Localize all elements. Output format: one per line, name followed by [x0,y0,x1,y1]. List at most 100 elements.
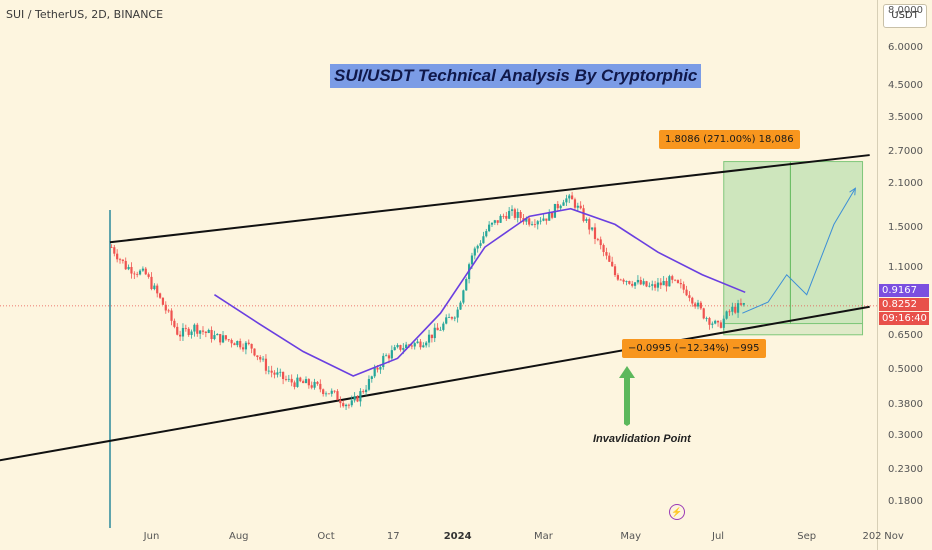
candle-body [585,219,588,221]
candle-body [516,211,519,218]
candle-body [714,320,717,324]
candle-body [588,219,591,230]
candle-body [734,306,737,313]
candle-body [290,378,293,383]
candle-body [147,274,150,277]
candle-body [616,275,619,280]
candle-body [327,393,330,395]
price-tick: 0.3000 [888,429,923,441]
price-tick: 8.0000 [888,5,923,17]
candle-body [196,324,199,334]
candle-body [633,282,637,286]
candle-body [591,227,594,230]
candle-body [736,303,740,313]
time-tick: 202 [862,531,882,542]
candle-body [158,293,162,298]
candle-body [116,253,119,260]
candle-body [542,218,545,221]
candle-body [596,238,599,240]
candle-body [705,318,708,319]
candle-body [528,218,531,225]
candle-body [113,247,116,254]
candle-body [136,273,139,275]
candle-body [625,281,628,282]
candle-body [319,383,322,390]
candle-body [490,222,494,225]
candle-body [648,285,651,287]
price-tick: 6.0000 [888,42,923,54]
candle-body [201,330,205,332]
candle-body [619,279,622,281]
candle-body [482,236,485,244]
candle-body [442,323,445,330]
candle-body [728,311,731,313]
candle-body [562,202,565,206]
candle-body [565,198,568,203]
candle-body [556,203,559,209]
candle-body [190,331,193,335]
candle-body [699,302,702,309]
candle-body [213,335,216,340]
candle-body [373,367,376,377]
candle-body [216,334,219,336]
candle-body [671,276,674,280]
symbol-header[interactable]: SUI / TetherUS, 2D, BINANCE [6,8,164,21]
candle-body [550,212,554,218]
candle-body [199,330,202,334]
candle-body [573,199,577,208]
price-tick: 1.1000 [888,261,923,273]
price-tick: 0.6500 [888,329,923,341]
candle-body [161,297,165,305]
candle-body [138,270,142,275]
candle-body [510,209,514,211]
candle-body [548,212,551,221]
currency-button[interactable]: USDT [883,4,927,28]
candle-body [436,327,439,331]
candle-body [187,328,190,335]
candle-body [118,259,122,261]
candle-body [133,273,136,275]
candle-body [639,279,642,285]
candle-body [221,335,225,343]
candle-body [513,209,516,218]
candle-body [173,320,176,327]
candle-body [227,339,230,341]
candle-body [694,303,697,307]
time-tick: 2024 [443,531,472,542]
candle-body [682,284,685,290]
candle-body [356,396,359,402]
candle-body [176,326,179,335]
candle-body [656,282,660,288]
candle-body [350,400,353,406]
moving-average-line [214,207,746,377]
candle-body [416,341,419,344]
candle-body [499,215,502,223]
candle-body [508,210,511,219]
candle-body [422,345,425,348]
candle-body [702,308,705,319]
price-axis-panel[interactable] [877,0,932,550]
candle-body [370,376,373,379]
candle-body [559,205,562,209]
candle-body [179,334,182,337]
time-tick: Mar [534,531,553,542]
invalidation-arrow-head [619,366,635,378]
candle-body [505,215,508,219]
candle-body [267,370,270,372]
candle-body [433,327,436,339]
candle-body [261,358,265,360]
candle-body [347,404,351,406]
candle-body [653,284,657,288]
candle-body [568,195,571,199]
candle-body [304,379,308,384]
candle-body [382,355,385,368]
countdown-badge: 09:16:40 [879,311,929,325]
lightning-icon[interactable]: ⚡ [669,504,685,520]
profit-zone [723,161,864,325]
price-tick: 0.2300 [888,464,923,476]
projection-arrowhead [849,187,856,196]
candle-body [110,247,113,248]
candle-body [459,302,462,310]
candle-body [450,317,454,319]
